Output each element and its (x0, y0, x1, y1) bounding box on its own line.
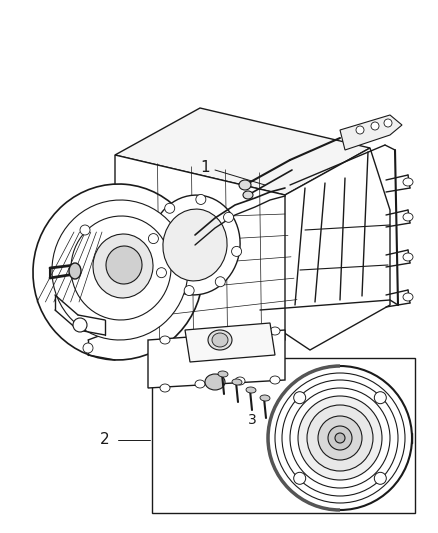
Ellipse shape (165, 203, 175, 213)
Ellipse shape (403, 213, 413, 221)
Ellipse shape (235, 329, 245, 337)
Ellipse shape (270, 376, 280, 384)
Ellipse shape (73, 318, 87, 332)
Ellipse shape (232, 246, 242, 256)
Ellipse shape (290, 388, 390, 488)
Ellipse shape (33, 184, 203, 360)
Polygon shape (185, 323, 275, 362)
Ellipse shape (403, 178, 413, 186)
Ellipse shape (318, 416, 362, 460)
Ellipse shape (239, 180, 251, 190)
Ellipse shape (212, 333, 228, 347)
Ellipse shape (294, 472, 306, 484)
Text: 1: 1 (200, 160, 210, 175)
Ellipse shape (69, 263, 81, 279)
Ellipse shape (403, 253, 413, 261)
Ellipse shape (148, 233, 159, 244)
Ellipse shape (384, 119, 392, 127)
Polygon shape (115, 155, 285, 355)
Text: 2: 2 (100, 432, 110, 448)
Ellipse shape (163, 209, 227, 281)
Ellipse shape (335, 433, 345, 443)
Ellipse shape (71, 216, 171, 320)
Ellipse shape (275, 373, 405, 503)
Ellipse shape (208, 330, 232, 350)
Ellipse shape (150, 195, 240, 295)
Ellipse shape (106, 246, 142, 284)
Polygon shape (148, 330, 285, 388)
Ellipse shape (371, 122, 379, 130)
Ellipse shape (195, 332, 205, 340)
Ellipse shape (403, 293, 413, 301)
Ellipse shape (205, 374, 225, 390)
Polygon shape (115, 108, 370, 195)
Ellipse shape (374, 392, 386, 403)
Polygon shape (250, 148, 390, 350)
Ellipse shape (268, 366, 412, 510)
Ellipse shape (243, 191, 253, 199)
Ellipse shape (160, 384, 170, 392)
Ellipse shape (223, 212, 233, 222)
Ellipse shape (307, 405, 373, 471)
Ellipse shape (93, 234, 153, 298)
Bar (152, 358, 415, 513)
Ellipse shape (282, 380, 398, 496)
Text: 3: 3 (247, 413, 256, 427)
Polygon shape (340, 115, 402, 150)
Ellipse shape (215, 277, 225, 287)
Ellipse shape (260, 395, 270, 401)
Ellipse shape (270, 327, 280, 335)
Ellipse shape (80, 225, 90, 235)
Ellipse shape (52, 200, 188, 340)
Ellipse shape (298, 396, 382, 480)
Ellipse shape (294, 392, 306, 403)
Ellipse shape (328, 426, 352, 450)
Ellipse shape (160, 336, 170, 344)
Ellipse shape (374, 472, 386, 484)
Ellipse shape (218, 371, 228, 377)
Ellipse shape (196, 195, 206, 205)
Ellipse shape (246, 387, 256, 393)
Ellipse shape (232, 379, 242, 385)
Ellipse shape (235, 377, 245, 385)
Ellipse shape (156, 268, 166, 278)
Ellipse shape (184, 286, 194, 296)
Ellipse shape (356, 126, 364, 134)
Ellipse shape (195, 380, 205, 388)
Ellipse shape (83, 343, 93, 353)
